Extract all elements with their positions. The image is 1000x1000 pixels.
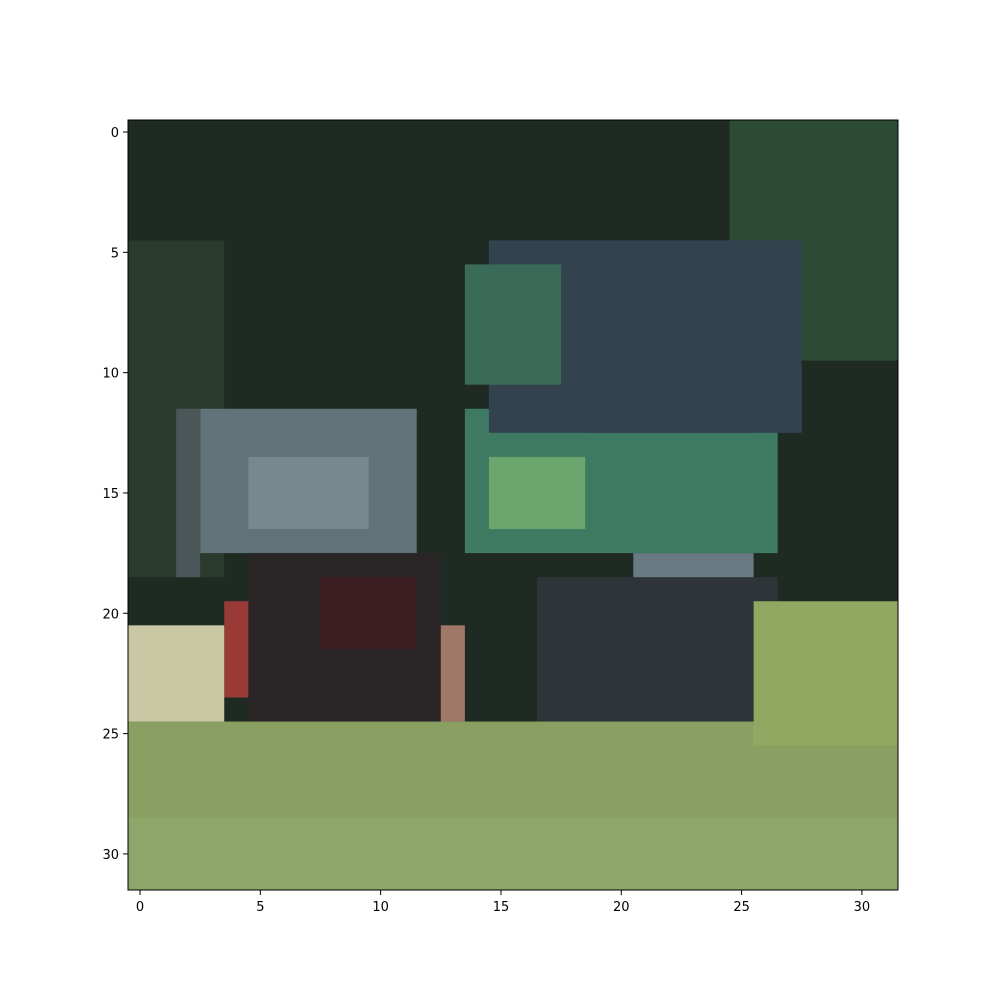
x-tick-label: 15	[493, 900, 510, 915]
y-tick-label: 0	[111, 126, 119, 141]
x-tick-label: 0	[136, 900, 144, 915]
y-axis: 0 5 10 15 20 25 30	[102, 126, 128, 863]
y-tick-label: 25	[102, 728, 119, 743]
image-region-engine-lower	[537, 577, 778, 722]
image-region-maroon	[320, 577, 417, 650]
y-tick-label: 30	[102, 848, 119, 863]
x-axis: 0 5 10 15 20 25 30	[136, 890, 870, 915]
image-region-sign-board-light	[248, 456, 369, 530]
image-region-red-jacket	[224, 601, 249, 698]
x-tick-label: 5	[256, 900, 264, 915]
x-tick-label: 20	[613, 900, 630, 915]
y-tick-label: 15	[102, 487, 119, 502]
image-region-grass-right	[753, 601, 898, 746]
y-tick-label: 5	[111, 246, 119, 261]
plot-area	[127, 119, 899, 891]
x-tick-label: 10	[372, 900, 389, 915]
image-region-grass-light-left	[128, 625, 225, 722]
image-region-teal-upper	[464, 264, 562, 385]
image-region-sign-frame	[176, 408, 201, 578]
image-region-grass-bottom	[128, 817, 898, 890]
plot-frame	[127, 119, 899, 891]
y-tick-label: 10	[102, 367, 119, 382]
image-region-green-bright	[488, 456, 586, 530]
image-cells	[128, 120, 898, 890]
y-tick-label: 20	[102, 607, 119, 622]
x-tick-label: 30	[854, 900, 871, 915]
x-tick-label: 25	[733, 900, 750, 915]
